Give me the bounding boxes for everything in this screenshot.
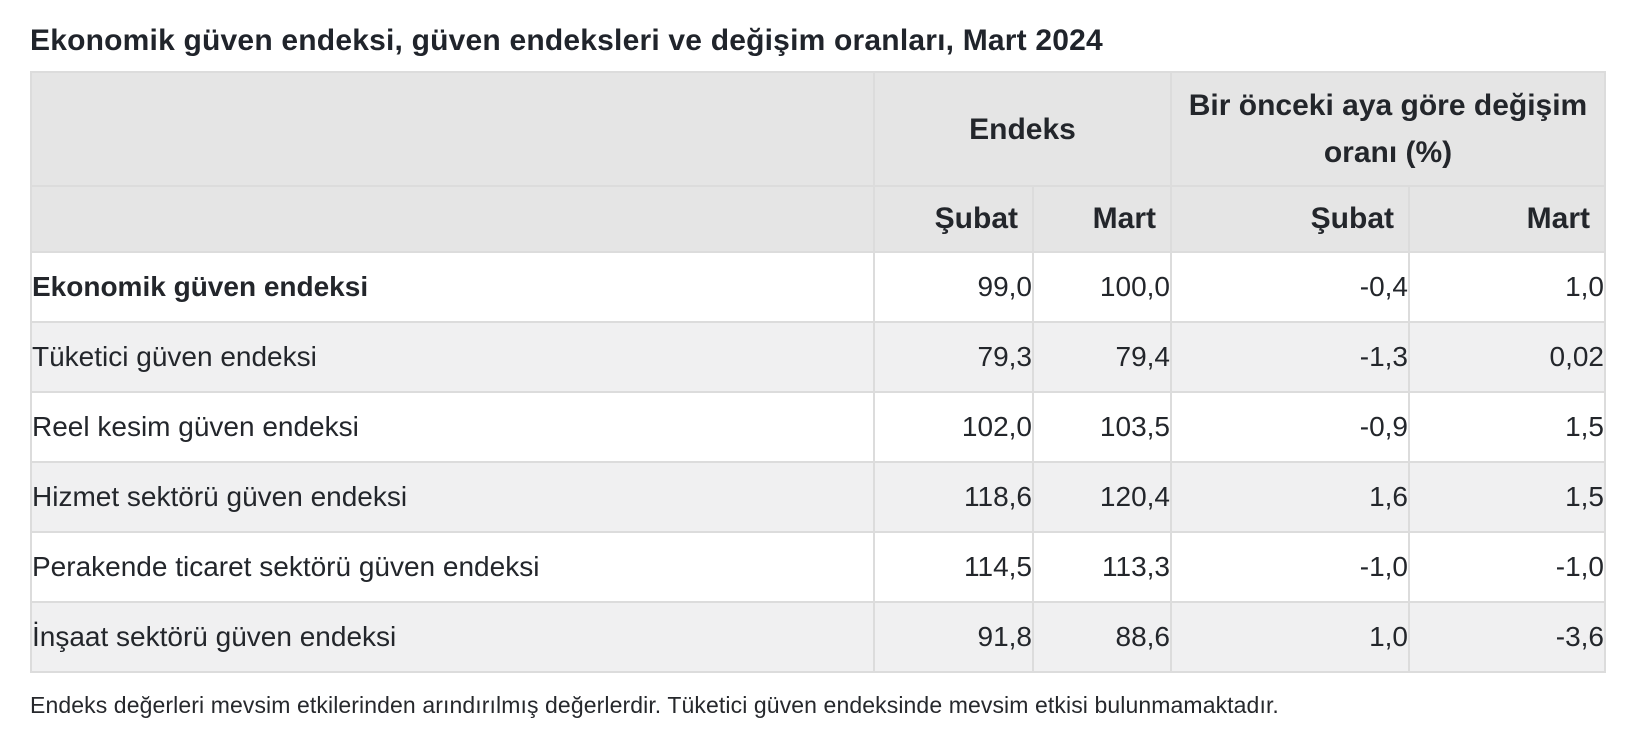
cell-endeks-mart: 100,0 (1032, 251, 1172, 323)
cell-endeks-subat: 118,6 (873, 461, 1034, 533)
row-label: Reel kesim güven endeksi (30, 391, 875, 463)
row-label: Hizmet sektörü güven endeksi (30, 461, 875, 533)
cell-change-mart: 1,0 (1408, 251, 1606, 323)
cell-endeks-subat: 99,0 (873, 251, 1034, 323)
column-header-change-subat: Şubat (1170, 185, 1410, 253)
row-label: Ekonomik güven endeksi (30, 251, 875, 323)
row-label: İnşaat sektörü güven endeksi (30, 601, 875, 673)
cell-endeks-mart: 120,4 (1032, 461, 1172, 533)
cell-endeks-subat: 114,5 (873, 531, 1034, 603)
column-header-endeks-mart: Mart (1032, 185, 1172, 253)
table-row-tuketici: Tüketici güven endeksi 79,3 79,4 -1,3 0,… (30, 321, 1606, 393)
page-title: Ekonomik güven endeksi, güven endeksleri… (30, 24, 1103, 57)
cell-change-subat: 1,6 (1170, 461, 1410, 533)
table-row-ekonomik: Ekonomik güven endeksi 99,0 100,0 -0,4 1… (30, 251, 1606, 323)
cell-endeks-mart: 88,6 (1032, 601, 1172, 673)
group-header-row: Endeks Bir önceki aya göre değişim oranı… (30, 71, 1606, 187)
cell-change-subat: -0,9 (1170, 391, 1410, 463)
cell-change-subat: -1,3 (1170, 321, 1410, 393)
group-header-endeks: Endeks (873, 71, 1172, 187)
label-column-header-empty (30, 185, 875, 253)
cell-endeks-subat: 102,0 (873, 391, 1034, 463)
confidence-index-table: Endeks Bir önceki aya göre değişim oranı… (30, 71, 1606, 673)
cell-change-mart: 1,5 (1408, 391, 1606, 463)
table-row-hizmet: Hizmet sektörü güven endeksi 118,6 120,4… (30, 461, 1606, 533)
cell-change-subat: -0,4 (1170, 251, 1410, 323)
cell-change-mart: -1,0 (1408, 531, 1606, 603)
column-header-change-mart: Mart (1408, 185, 1606, 253)
group-header-change: Bir önceki aya göre değişim oranı (%) (1170, 71, 1606, 187)
corner-cell-empty (30, 71, 875, 187)
cell-endeks-mart: 79,4 (1032, 321, 1172, 393)
cell-change-mart: -3,6 (1408, 601, 1606, 673)
row-label: Tüketici güven endeksi (30, 321, 875, 393)
table-row-insaat: İnşaat sektörü güven endeksi 91,8 88,6 1… (30, 601, 1606, 673)
cell-endeks-subat: 91,8 (873, 601, 1034, 673)
row-label: Perakende ticaret sektörü güven endeksi (30, 531, 875, 603)
cell-change-subat: -1,0 (1170, 531, 1410, 603)
cell-change-mart: 1,5 (1408, 461, 1606, 533)
cell-change-subat: 1,0 (1170, 601, 1410, 673)
cell-change-mart: 0,02 (1408, 321, 1606, 393)
table-row-perakende: Perakende ticaret sektörü güven endeksi … (30, 531, 1606, 603)
cell-endeks-subat: 79,3 (873, 321, 1034, 393)
footnote: Endeks değerleri mevsim etkilerinden arı… (30, 692, 1279, 718)
column-header-row: Şubat Mart Şubat Mart (30, 185, 1606, 253)
table-row-reel-kesim: Reel kesim güven endeksi 102,0 103,5 -0,… (30, 391, 1606, 463)
cell-endeks-mart: 103,5 (1032, 391, 1172, 463)
column-header-endeks-subat: Şubat (873, 185, 1034, 253)
cell-endeks-mart: 113,3 (1032, 531, 1172, 603)
